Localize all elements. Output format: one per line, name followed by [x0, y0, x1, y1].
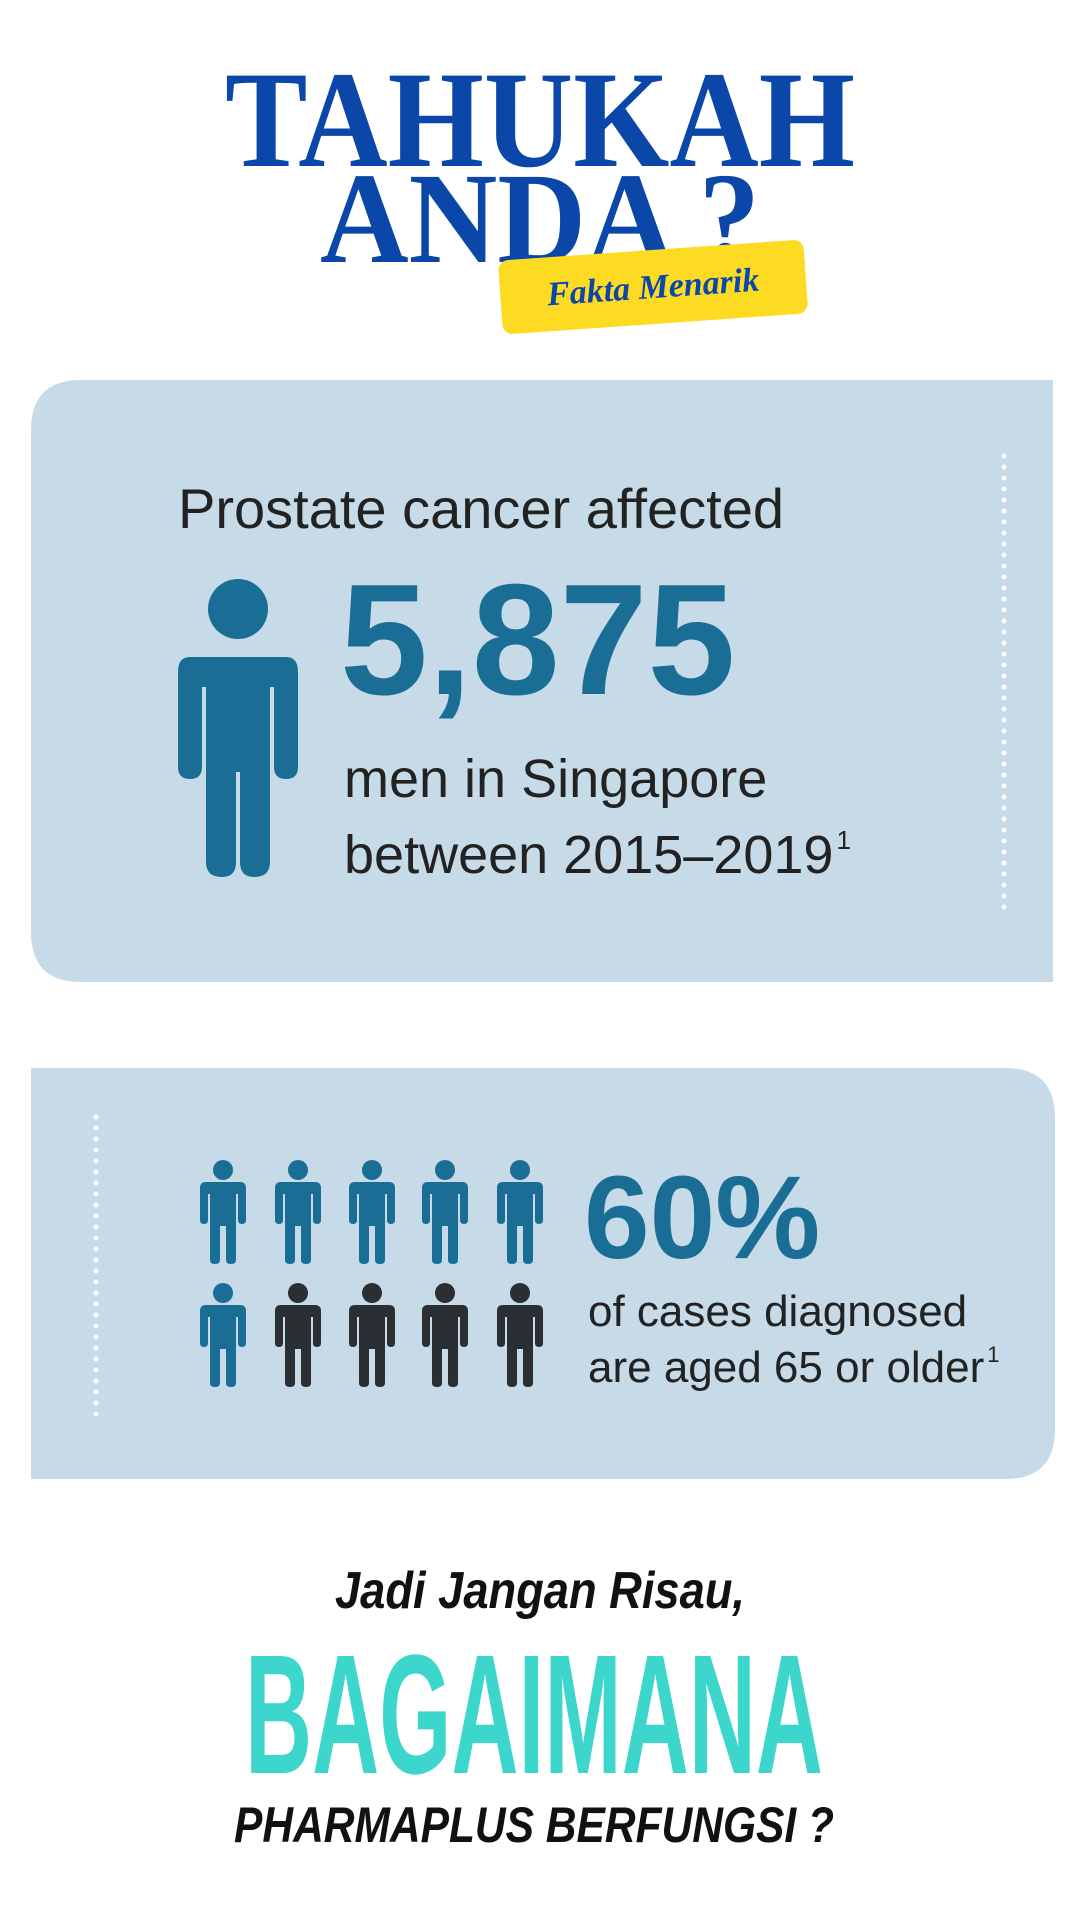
footer-headline: BAGAIMANA	[245, 1620, 823, 1810]
footnote-mark: 1	[987, 1342, 999, 1367]
badge: Fakta Menarik	[498, 240, 808, 334]
card2-line2: are aged 65 or older	[588, 1343, 984, 1392]
badge-bg	[498, 240, 808, 334]
card1-number: 5,875	[340, 552, 735, 728]
footer-lead: Jadi Jangan Risau,	[335, 1562, 745, 1620]
card2-line1: of cases diagnosed	[588, 1287, 967, 1336]
card1-heading: Prostate cancer affected	[178, 477, 784, 540]
card1-line2: between 2015–2019	[344, 825, 833, 885]
card2-number: 60%	[584, 1152, 820, 1284]
card1-line1: men in Singapore	[344, 749, 767, 809]
footer-tagline: PHARMAPLUS BERFUNGSI ?	[234, 1797, 834, 1853]
card2-bg	[31, 1068, 1055, 1479]
title-line1: TAHUKAH	[225, 43, 855, 196]
footnote-mark: 1	[836, 825, 850, 855]
card1-bg	[31, 380, 1053, 982]
